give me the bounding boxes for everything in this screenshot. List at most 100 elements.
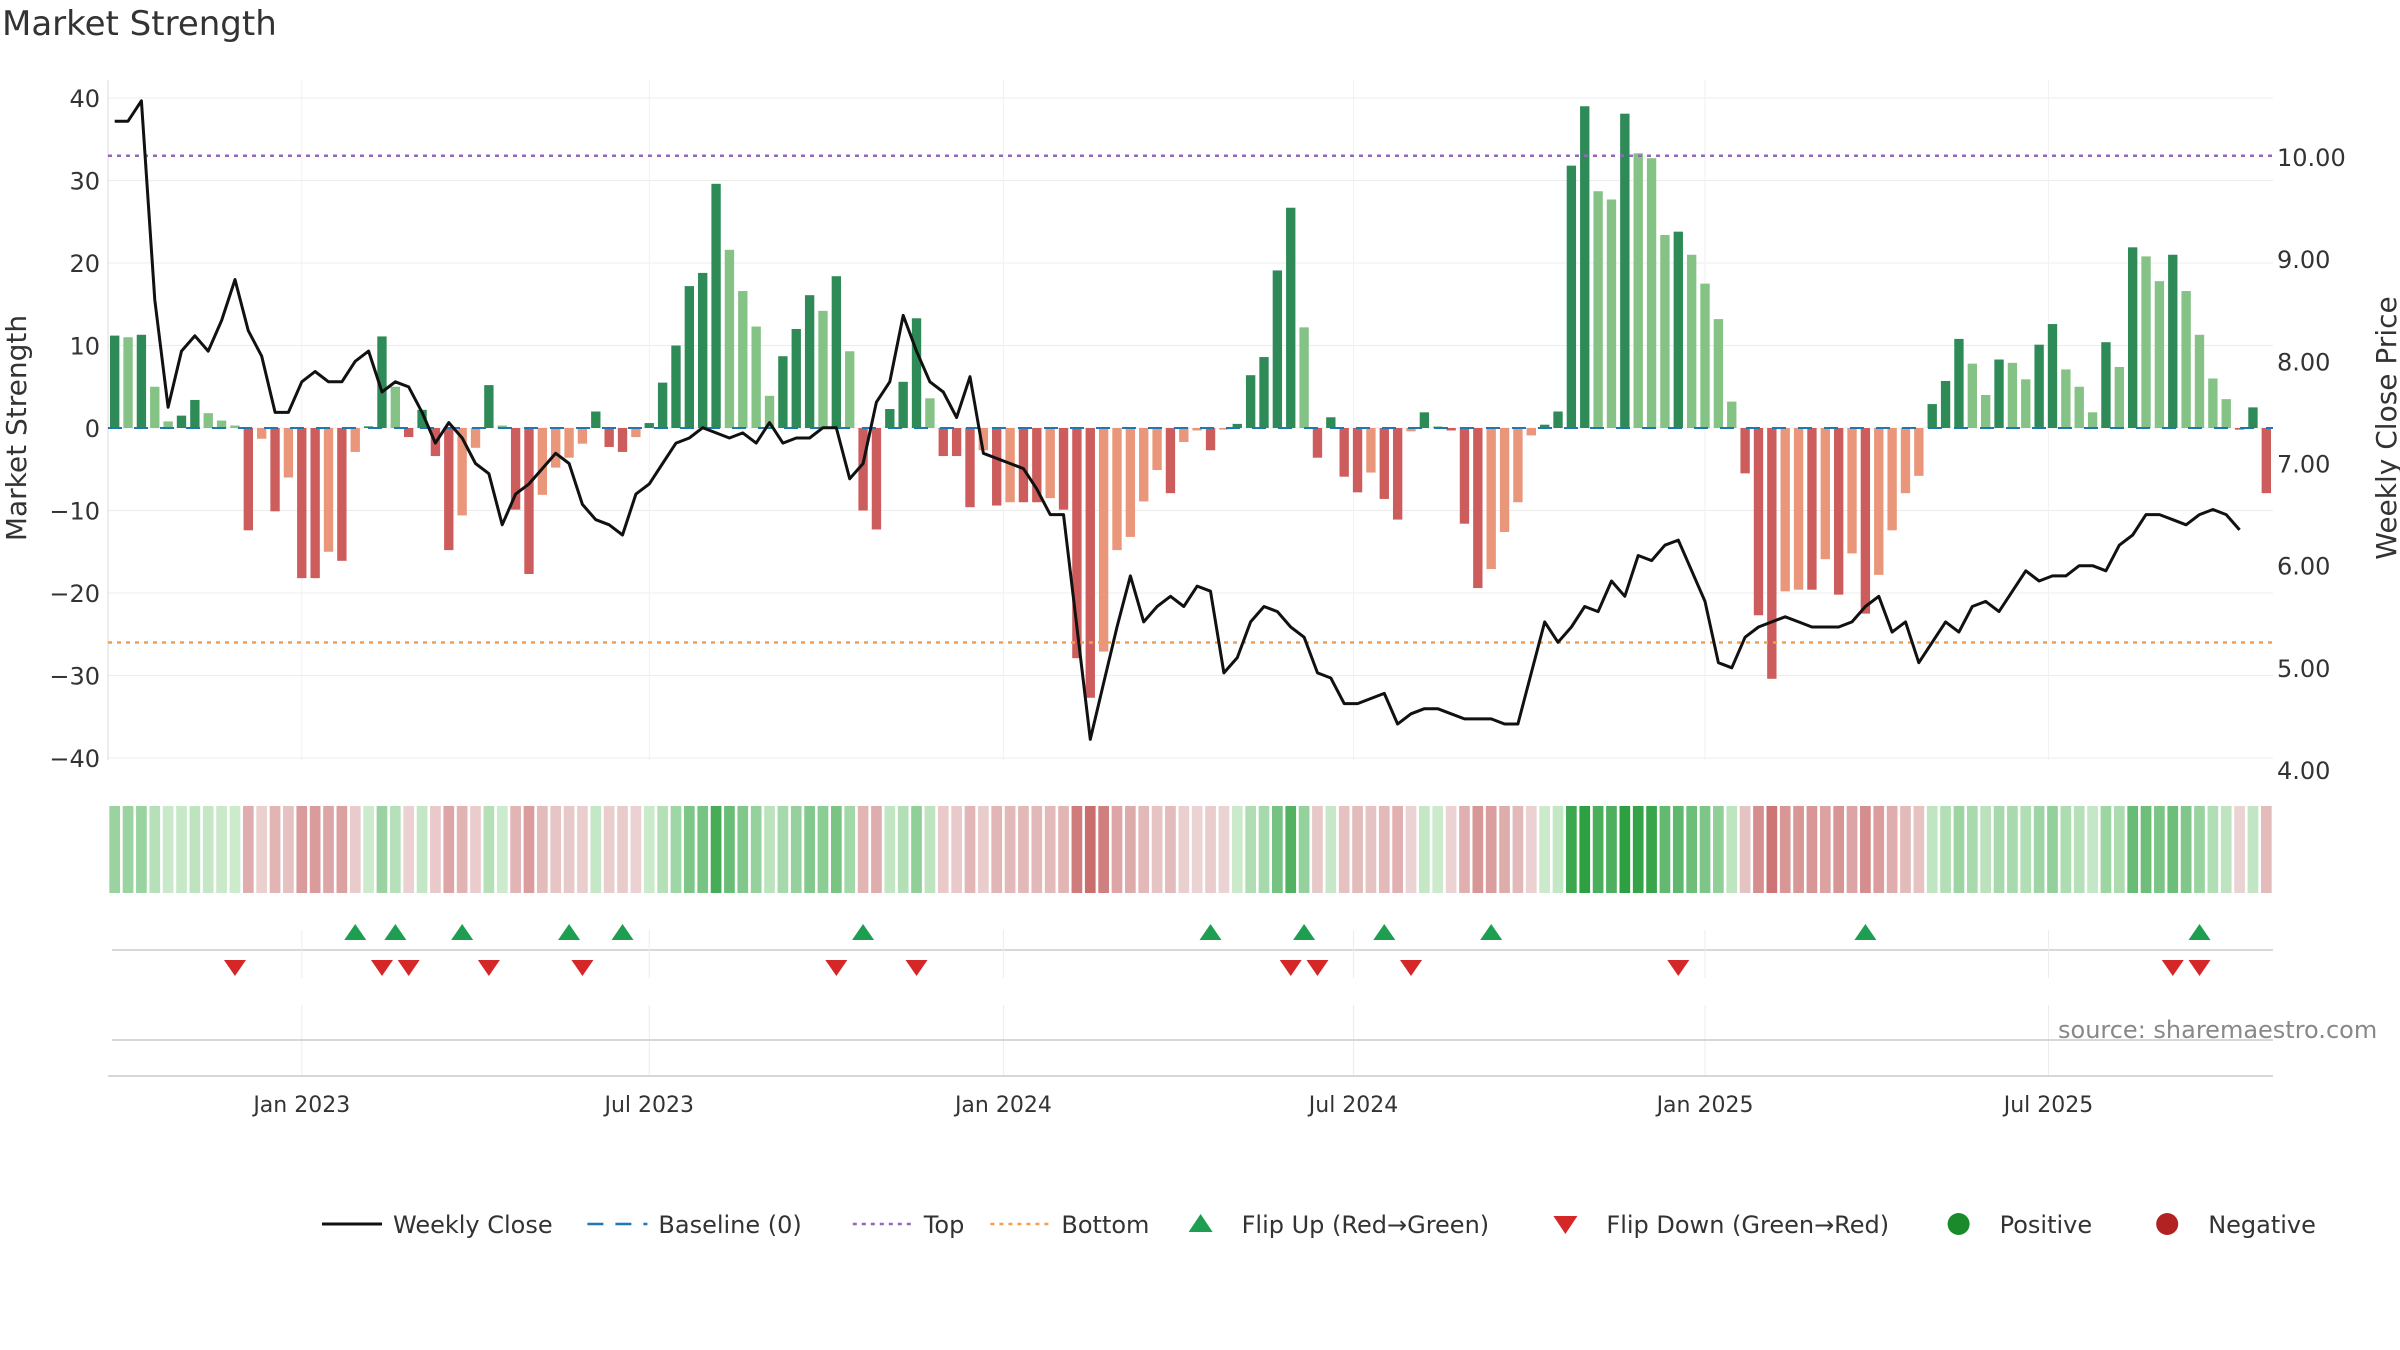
- left-axis-title: Market Strength: [0, 315, 33, 541]
- strength-bar: [1606, 199, 1617, 428]
- strength-bar: [1686, 254, 1697, 428]
- strength-bar: [1392, 428, 1403, 520]
- strength-bar: [243, 428, 254, 531]
- strength-bar: [711, 183, 721, 428]
- heat-strip-cell: [1793, 806, 1804, 893]
- heat-strip-cell: [1258, 806, 1270, 893]
- strength-bar: [845, 351, 855, 428]
- x-tick-label: Jul 2024: [1307, 1093, 1399, 1118]
- heat-strip-cell: [1966, 806, 1978, 893]
- strength-bar: [1566, 165, 1577, 428]
- strength-bar: [457, 428, 467, 516]
- strength-bar: [1406, 428, 1416, 432]
- heat-strip-cell: [1886, 806, 1898, 893]
- heat-strip-cell: [603, 806, 615, 893]
- heat-strip-cell: [189, 806, 201, 893]
- flip-up-marker: [451, 924, 474, 940]
- heat-strip-cell: [737, 806, 749, 893]
- heat-strip-cell: [483, 806, 495, 893]
- right-tick-label: 7.00: [2277, 451, 2330, 479]
- heat-strip-cell: [523, 806, 535, 893]
- strength-bar: [510, 428, 521, 510]
- strength-bar: [1513, 428, 1523, 503]
- strength-bar: [110, 335, 120, 428]
- x-tick-label: Jan 2023: [251, 1093, 350, 1118]
- legend-swatch-circle: [2156, 1213, 2179, 1235]
- flip-up-marker: [1293, 924, 1316, 940]
- strength-bar: [951, 428, 962, 457]
- heat-strip-cell: [1860, 806, 1871, 893]
- flip-down-marker: [477, 960, 500, 976]
- heat-strip-cell: [1739, 806, 1751, 893]
- heat-strip-cell: [1726, 806, 1738, 893]
- heat-strip-cell: [1606, 806, 1617, 893]
- legend-label: Flip Up (Red→Green): [1242, 1211, 1490, 1239]
- heat-strip-cell: [1325, 806, 1337, 893]
- x-tick-label: Jul 2025: [2002, 1093, 2094, 1118]
- strength-bar: [1980, 395, 1991, 428]
- heat-strip-cell: [536, 806, 548, 893]
- heat-strip-cell: [1245, 806, 1256, 893]
- heat-strip-cell: [991, 806, 1003, 893]
- heat-strip-cell: [817, 806, 829, 893]
- heat-strip-cell: [831, 806, 842, 893]
- left-tick-label: −30: [49, 663, 100, 691]
- heat-strip-cell: [1378, 806, 1390, 893]
- strength-bar: [1927, 404, 1937, 428]
- heat-strip-cell: [2247, 806, 2259, 893]
- heat-strip-cell: [1285, 806, 1297, 893]
- flip-up-marker: [1199, 924, 1222, 940]
- strength-bar: [1112, 428, 1122, 551]
- strength-bar: [978, 428, 989, 451]
- weekly-close-line: [114, 99, 2241, 741]
- x-tick-label: Jul 2023: [602, 1093, 694, 1118]
- flip-up-marker: [2188, 924, 2211, 940]
- heat-strip-cell: [2047, 806, 2058, 893]
- strength-bar: [698, 272, 708, 428]
- left-tick-label: 10: [69, 333, 100, 361]
- heat-strip-cell: [1405, 806, 1417, 893]
- strength-bar: [2234, 428, 2245, 430]
- x-tick-label: Jan 2025: [1655, 1093, 1754, 1118]
- strength-bar: [1299, 327, 1309, 428]
- heat-strip-cell: [978, 806, 989, 893]
- strength-bar: [1767, 428, 1777, 679]
- flip-up-marker: [1373, 924, 1396, 940]
- heat-strip-cell: [229, 806, 241, 893]
- strength-bar: [1232, 423, 1242, 428]
- heat-strip-cell: [416, 806, 428, 893]
- strength-bar: [2007, 362, 2018, 428]
- flip-down-marker: [2188, 960, 2211, 976]
- strength-bar: [871, 428, 882, 530]
- heat-strip-cell: [1566, 806, 1577, 893]
- heat-strip-cell: [1138, 806, 1150, 893]
- right-tick-label: 8.00: [2277, 348, 2330, 376]
- heat-strip-cell: [617, 806, 628, 893]
- flip-up-marker: [1480, 924, 1503, 940]
- strength-bar: [938, 428, 948, 457]
- heat-strip-cell: [1365, 806, 1377, 893]
- heat-strip-cell: [2087, 806, 2098, 893]
- right-tick-label: 10.00: [2277, 144, 2346, 172]
- strength-bar: [1967, 363, 1977, 428]
- strength-bar: [925, 398, 935, 428]
- heat-strip-cell: [1272, 806, 1283, 893]
- heat-strip-cell: [1472, 806, 1484, 893]
- strength-bar: [270, 428, 280, 512]
- strength-bar: [644, 423, 654, 428]
- strength-bar: [911, 318, 922, 428]
- strength-bar: [123, 337, 133, 428]
- strength-bar: [1446, 428, 1456, 431]
- flip-down-marker: [370, 960, 393, 976]
- strength-bar: [684, 286, 695, 428]
- heat-strip-cell: [2220, 806, 2232, 893]
- heat-strip-cell: [2113, 806, 2125, 893]
- heat-strip-cell: [897, 806, 909, 893]
- heat-strip-cell: [1873, 806, 1885, 893]
- left-tick-label: −40: [49, 745, 100, 773]
- heat-strip-cell: [1432, 806, 1444, 893]
- strength-bar: [2127, 247, 2138, 428]
- heat-strip-cell: [109, 806, 121, 893]
- strength-bar: [417, 409, 427, 428]
- strength-bar: [216, 420, 227, 428]
